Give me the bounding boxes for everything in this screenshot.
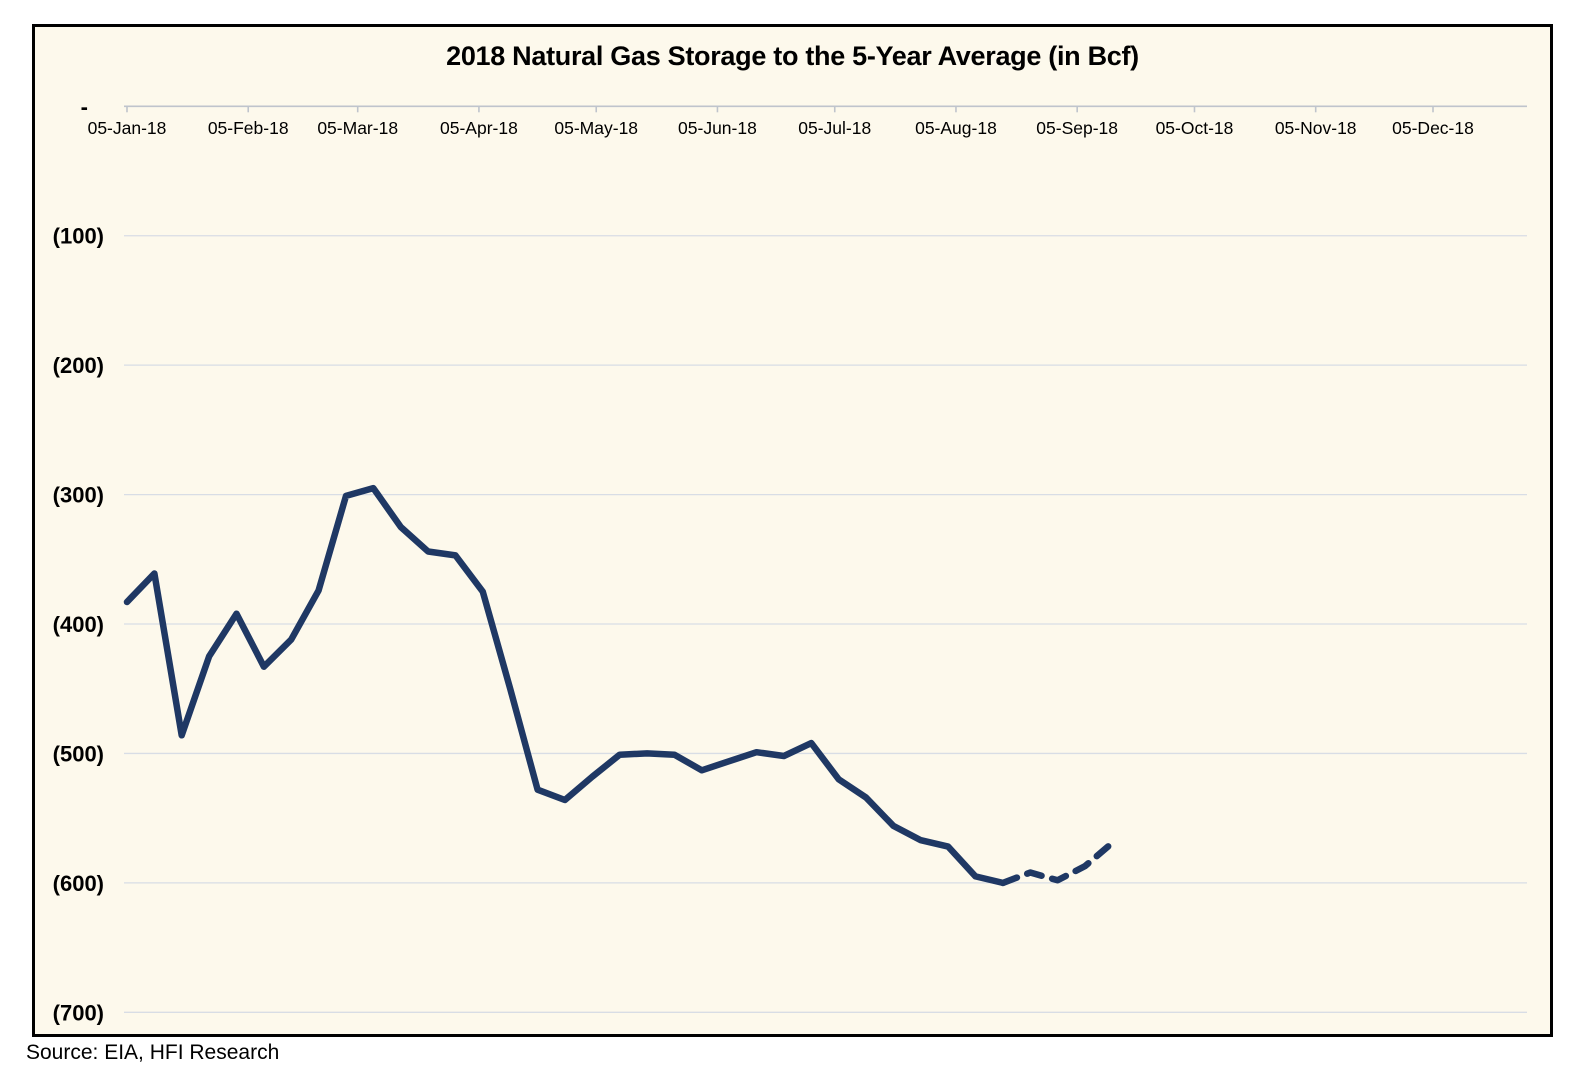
series-line-solid [123,484,1007,887]
y-tick-label: (400) [53,612,104,637]
x-tick-label: 05-Sep-18 [1036,118,1118,138]
y-tick-label: (700) [53,1000,104,1025]
y-tick-label: (300) [53,483,104,508]
y-tick-label: - [81,94,88,119]
y-axis-labels-group: - (100) (200) (300) (400) (500) (600) (700) [53,94,104,1025]
gridlines-group [124,235,1527,1013]
series-group [123,484,1116,887]
x-tick-label: 05-Mar-18 [317,118,398,138]
x-tick-label: 05-Aug-18 [915,118,997,138]
y-tick-label: (200) [53,353,104,378]
x-tick-label: 05-Oct-18 [1156,118,1234,138]
series-line-dashed [999,839,1116,887]
source-note: Source: EIA, HFI Research [26,1041,280,1064]
y-tick-label: (600) [53,871,104,896]
chart-title: 2018 Natural Gas Storage to the 5-Year A… [446,41,1139,71]
chart-frame [32,24,1553,1037]
x-axis-group: 05-Jan-18 05-Feb-18 05-Mar-18 05-Apr-18 05-M… [88,105,1527,138]
x-tick-label: 05-Jun-18 [678,118,757,138]
y-tick-label: (500) [53,741,104,766]
y-tick-label: (100) [53,224,104,249]
x-tick-label: 05-Apr-18 [440,118,518,138]
x-tick-label: 05-Feb-18 [208,118,289,138]
x-tick-label: 05-May-18 [554,118,638,138]
x-tick-label: 05-Jan-18 [88,118,167,138]
x-tick-label: 05-Jul-18 [798,118,871,138]
x-tick-label: 05-Nov-18 [1275,118,1357,138]
x-tick-label: 05-Dec-18 [1392,118,1474,138]
